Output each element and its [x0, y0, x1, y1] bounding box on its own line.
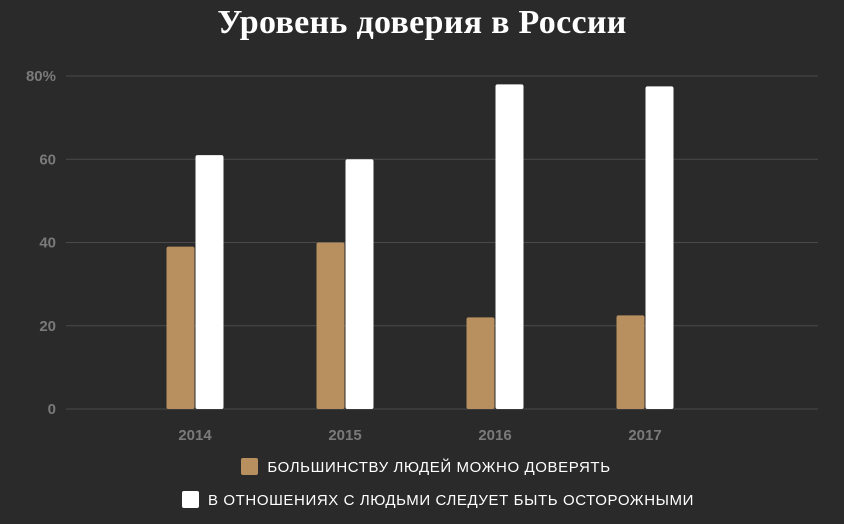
bar-trust-2015 — [316, 242, 345, 409]
y-tick-label: 0 — [48, 401, 56, 418]
y-tick-label: 60 — [39, 151, 56, 168]
legend-label-trust: БОЛЬШИНСТВУ ЛЮДЕЙ МОЖНО ДОВЕРЯТЬ — [267, 459, 611, 476]
x-tick-label: 2017 — [628, 427, 661, 444]
bar-caution-2017 — [645, 86, 674, 409]
y-tick-label: 80% — [26, 68, 56, 85]
x-tick-label: 2016 — [478, 427, 511, 444]
legend-item-trust: БОЛЬШИНСТВУ ЛЮДЕЙ МОЖНО ДОВЕРЯТЬ — [0, 458, 844, 476]
y-tick-label: 40 — [39, 235, 56, 252]
bar-chart-plot: 0 20 40 60 80% 2014 2015 2016 2017 — [26, 68, 818, 444]
bar-trust-2017 — [616, 315, 645, 409]
bar-trust-2016 — [466, 317, 495, 409]
chart-title: Уровень доверия в России — [217, 4, 627, 41]
legend-item-caution: В ОТНОШЕНИЯХ С ЛЮДЬМИ СЛЕДУЕТ БЫТЬ ОСТОР… — [0, 491, 844, 509]
y-tick-label: 20 — [39, 318, 56, 335]
x-tick-label: 2014 — [178, 427, 212, 444]
bar-trust-2014 — [166, 246, 195, 409]
bar-caution-2015 — [345, 159, 374, 409]
bar-caution-2014 — [195, 155, 224, 409]
x-axis-ticks: 2014 2015 2016 2017 — [178, 427, 661, 444]
x-tick-label: 2015 — [328, 427, 361, 444]
bar-caution-2016 — [495, 84, 524, 409]
legend-label-caution: В ОТНОШЕНИЯХ С ЛЮДЬМИ СЛЕДУЕТ БЫТЬ ОСТОР… — [207, 492, 694, 509]
legend-swatch-trust — [241, 458, 259, 475]
bars — [166, 84, 674, 409]
y-axis-ticks: 0 20 40 60 80% — [26, 68, 56, 418]
legend-swatch-caution — [181, 491, 199, 508]
